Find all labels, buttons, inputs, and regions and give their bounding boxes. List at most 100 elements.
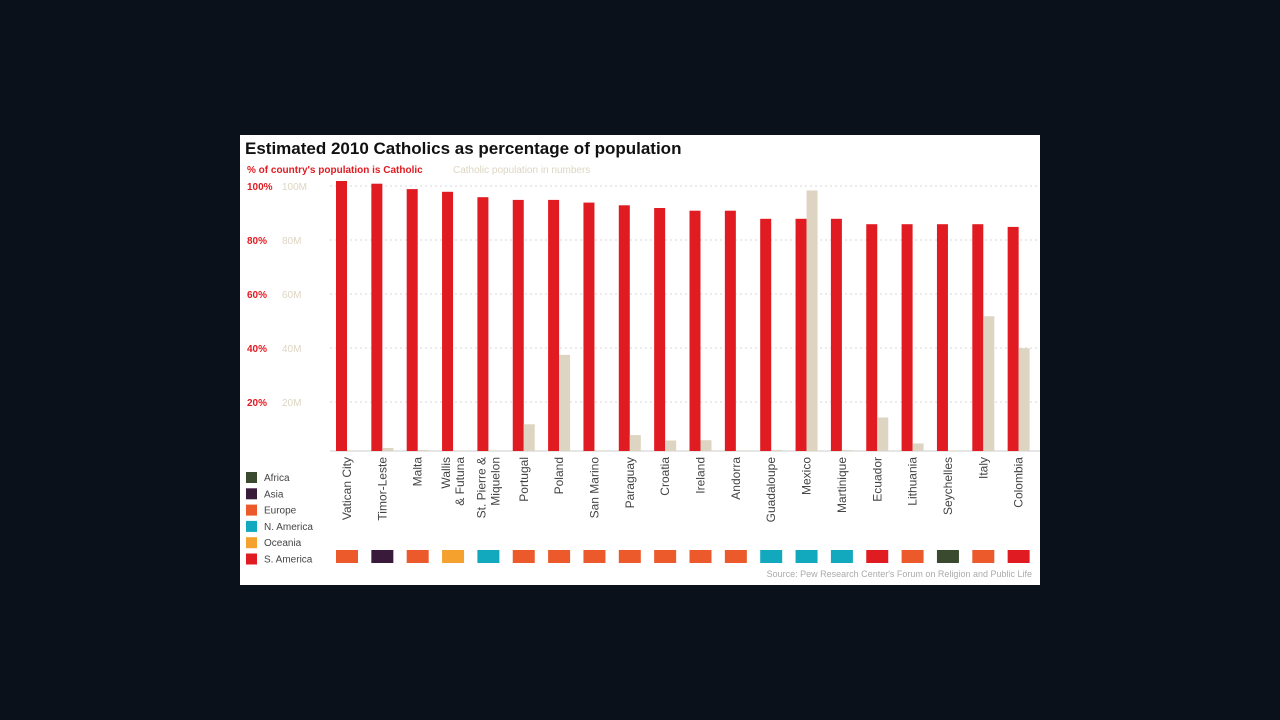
y-tick-number: 40M bbox=[282, 344, 301, 355]
region-swatch bbox=[760, 550, 783, 563]
category-label: Mexico bbox=[800, 457, 814, 495]
category-label: Guadaloupe bbox=[764, 457, 778, 523]
legend-label: Asia bbox=[264, 489, 284, 500]
region-swatch bbox=[654, 550, 677, 563]
bar-percent bbox=[689, 210, 701, 451]
category-label: Seychelles bbox=[941, 457, 955, 515]
region-swatch bbox=[936, 550, 959, 563]
legend-label: S. America bbox=[264, 555, 313, 566]
bar-percent bbox=[1007, 226, 1019, 451]
category-label-line: Croatia bbox=[658, 457, 672, 496]
legend-label: Europe bbox=[264, 506, 297, 517]
bar-population bbox=[523, 424, 535, 451]
region-swatch bbox=[548, 550, 571, 563]
category-label: Martinique bbox=[835, 457, 849, 513]
bar-percent bbox=[548, 199, 560, 451]
bar-percent bbox=[477, 197, 489, 451]
bar-population bbox=[488, 450, 500, 451]
bar-percent bbox=[724, 210, 736, 451]
category-label: Malta bbox=[411, 457, 425, 487]
category-label-line: Lithuania bbox=[906, 457, 920, 506]
category-label-line: Timor-Leste bbox=[375, 457, 389, 521]
bar-population bbox=[453, 450, 465, 451]
bar-population bbox=[382, 448, 394, 451]
category-label-line: Portugal bbox=[517, 457, 531, 502]
bar-population bbox=[912, 443, 924, 451]
region-swatch bbox=[1007, 550, 1030, 563]
bar-percent bbox=[901, 224, 913, 451]
legend-swatch bbox=[246, 504, 257, 516]
bar-percent bbox=[795, 218, 807, 451]
bar-population bbox=[947, 450, 959, 451]
category-label: Andorra bbox=[729, 457, 743, 500]
category-label-line: Martinique bbox=[835, 457, 849, 513]
y-tick-number: 100M bbox=[282, 182, 307, 193]
legend-label: N. America bbox=[264, 522, 313, 533]
category-label: Colombia bbox=[1012, 457, 1026, 508]
category-label: San Marino bbox=[587, 457, 601, 519]
category-label: Poland bbox=[552, 457, 566, 494]
bar-percent bbox=[583, 202, 595, 451]
region-swatch bbox=[512, 550, 535, 563]
region-swatch bbox=[477, 550, 500, 563]
bar-population bbox=[1018, 348, 1030, 451]
legend-swatch bbox=[246, 537, 257, 549]
bar-population bbox=[771, 449, 783, 451]
bar-population bbox=[559, 354, 571, 451]
y-tick-number: 20M bbox=[282, 398, 301, 409]
category-label: Timor-Leste bbox=[375, 457, 389, 521]
region-swatch bbox=[866, 550, 889, 563]
region-swatch bbox=[830, 550, 853, 563]
category-label-line: Colombia bbox=[1012, 457, 1026, 508]
y-tick-percent: 20% bbox=[247, 398, 267, 409]
category-label-line: Poland bbox=[552, 457, 566, 494]
category-label-line: Vatican City bbox=[340, 457, 354, 520]
legend-swatch bbox=[246, 520, 257, 532]
bar-population bbox=[877, 417, 889, 451]
bar-percent bbox=[442, 191, 454, 452]
bar-population bbox=[983, 316, 995, 451]
category-label: Ecuador bbox=[870, 457, 884, 502]
bar-percent bbox=[830, 218, 842, 451]
region-swatch bbox=[336, 550, 358, 563]
region-swatch bbox=[371, 550, 394, 563]
chart-title: Estimated 2010 Catholics as percentage o… bbox=[245, 139, 681, 158]
bar-population bbox=[841, 450, 853, 451]
bar-population bbox=[665, 440, 677, 451]
category-label-line: Andorra bbox=[729, 457, 743, 500]
chart: Estimated 2010 Catholics as percentage o… bbox=[245, 139, 1040, 579]
category-label: Lithuania bbox=[906, 457, 920, 506]
bar-percent bbox=[618, 205, 630, 451]
category-label: Portugal bbox=[517, 457, 531, 502]
category-label: Wallis& Futuna bbox=[439, 457, 467, 506]
category-label-line: Mexico bbox=[800, 457, 814, 495]
bar-percent bbox=[972, 224, 984, 451]
bar-percent bbox=[371, 183, 383, 451]
category-label: Paraguay bbox=[623, 457, 637, 508]
bar-percent bbox=[760, 218, 772, 451]
category-label-line: Guadaloupe bbox=[764, 457, 778, 523]
category-label-line: Paraguay bbox=[623, 457, 637, 508]
bar-population bbox=[735, 450, 747, 451]
category-label: St. Pierre &Miquelon bbox=[474, 457, 502, 518]
chart-card: Estimated 2010 Catholics as percentage o… bbox=[240, 135, 1040, 585]
region-swatch bbox=[406, 550, 429, 563]
y-tick-number: 80M bbox=[282, 236, 301, 247]
legend-swatch bbox=[246, 472, 257, 483]
region-swatch bbox=[724, 550, 747, 563]
bar-population bbox=[629, 435, 641, 451]
bar-population bbox=[806, 190, 818, 451]
y-tick-percent: 100% bbox=[247, 182, 273, 193]
y-tick-percent: 60% bbox=[247, 290, 267, 301]
category-label-line: & Futuna bbox=[453, 457, 467, 506]
legend-swatch bbox=[246, 488, 257, 500]
region-swatch bbox=[901, 550, 924, 563]
subtitle-percent: % of country's population is Catholic bbox=[247, 165, 423, 176]
bar-percent bbox=[866, 224, 878, 451]
source-note: Source: Pew Research Center's Forum on R… bbox=[767, 569, 1032, 579]
bar-population bbox=[347, 450, 358, 451]
region-swatch bbox=[689, 550, 712, 563]
region-swatch bbox=[583, 550, 606, 563]
bar-percent bbox=[336, 181, 347, 451]
category-label-line: Ecuador bbox=[870, 457, 884, 502]
